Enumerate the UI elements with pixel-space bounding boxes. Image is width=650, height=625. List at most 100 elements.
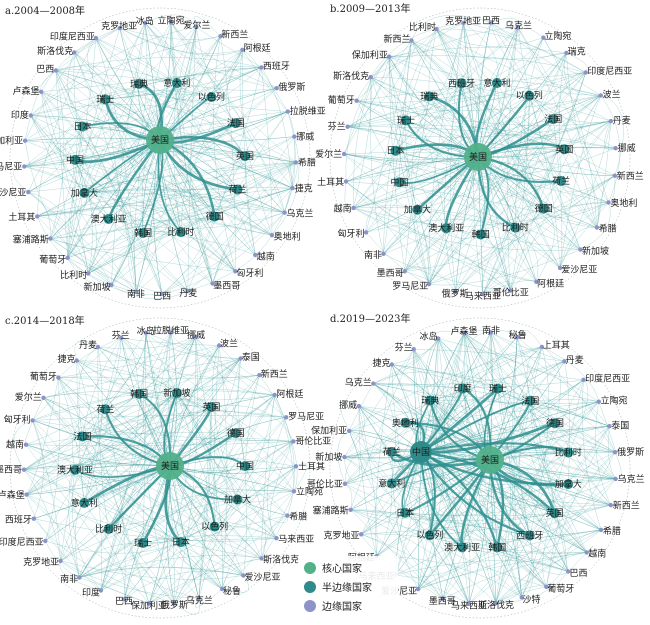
node-label: 秘鲁 (223, 585, 241, 597)
node-label: 以色列 (516, 90, 543, 102)
node-label: 波兰 (603, 89, 621, 101)
node-label: 比利时 (555, 447, 582, 459)
node-label: 克罗地亚 (323, 529, 359, 541)
periphery-node (39, 90, 43, 94)
edge (483, 73, 586, 295)
node-label: 新加坡 (315, 451, 342, 463)
node-label: 捷克 (57, 353, 75, 365)
node-label: 澳大利亚 (57, 464, 93, 476)
node-label: 卢森堡 (450, 325, 477, 337)
node-label: 日本 (396, 507, 414, 519)
node-label: 巴西 (115, 596, 133, 607)
node-label: 匈牙利 (4, 414, 31, 426)
edge (437, 29, 544, 47)
edge (366, 41, 411, 233)
edge (530, 400, 599, 402)
node-label: 日本 (172, 536, 190, 548)
node-label: 塞浦路斯 (313, 505, 349, 517)
node-label: 荷兰 (383, 446, 401, 458)
edge (344, 77, 371, 154)
periphery-node (54, 68, 58, 72)
node-label: 奥地利 (274, 230, 301, 242)
edge (149, 491, 294, 603)
node-label: 法国 (544, 113, 562, 125)
node-label: 法国 (73, 431, 91, 443)
periphery-node (30, 418, 34, 422)
node-label: 葡萄牙 (30, 370, 57, 382)
node-label: 卢森堡 (12, 85, 39, 97)
periphery-node (357, 404, 361, 408)
node-label: 乌克兰 (345, 376, 372, 388)
node-label: 加拿大 (71, 187, 98, 199)
node-label: 越南 (6, 438, 24, 450)
node-label: 丹麦 (613, 115, 631, 127)
node-label: 印度尼西亚 (50, 30, 95, 42)
edge (497, 83, 560, 268)
edge (527, 347, 542, 401)
edge (111, 285, 187, 299)
node-label: 保加利亚 (0, 134, 23, 146)
panel-title: c.2014—2018年 (5, 314, 85, 327)
node-label: 日本 (386, 145, 404, 157)
edge (109, 332, 171, 529)
node-label: 立陶宛 (157, 14, 184, 26)
node-label: 希腊 (599, 223, 617, 235)
node-label: 澳大利亚 (91, 213, 127, 225)
node-label: 比利时 (502, 222, 529, 234)
periphery-node (364, 230, 368, 234)
node-label: 法国 (521, 395, 539, 407)
node-label: 瑞士 (397, 114, 415, 126)
periphery-node (43, 539, 47, 543)
periphery-node (348, 508, 352, 512)
node-label: 中国 (412, 446, 430, 458)
node-label: 土耳其 (317, 176, 344, 188)
node-label: 哥伦比亚 (295, 435, 331, 447)
edge (522, 452, 615, 597)
node-label: 希腊 (603, 525, 621, 537)
node-label: 乌克兰 (618, 473, 645, 485)
network-panel-2: 巴西乌克兰立陶宛瑞克印度尼西亚波兰丹麦挪威新西兰奥地利希腊新加坡爱沙尼亚阿根廷哥… (315, 2, 644, 308)
node-label: 荷兰 (228, 184, 246, 196)
node-label: 卢森堡 (0, 489, 25, 501)
node-label: 挪威 (618, 142, 636, 154)
node-label: 冰岛 (137, 325, 155, 337)
node-label: 拉脱维亚 (290, 105, 326, 117)
node-label: 保加利亚 (311, 424, 347, 436)
node-label: 挪威 (187, 329, 205, 341)
periphery-node (41, 396, 45, 400)
edge (507, 27, 517, 290)
hub-edge (160, 140, 293, 188)
periphery-node (342, 455, 346, 459)
periphery-node (23, 139, 27, 143)
node-label: 日本 (73, 121, 91, 133)
node-label: 希腊 (298, 157, 316, 169)
periphery-node (26, 190, 30, 194)
node-label: 秘鲁 (509, 329, 527, 341)
node-label: 南非 (364, 249, 382, 261)
legend-label: 核心国家 (322, 562, 362, 575)
edge (389, 57, 601, 96)
hub-label: 美国 (151, 134, 169, 146)
node-label: 丹麦 (179, 287, 197, 299)
periphery-node (344, 179, 348, 183)
node-label: 荷兰 (96, 403, 114, 415)
node-label: 挪威 (296, 130, 314, 142)
node-label: 德国 (546, 417, 564, 429)
node-label: 墨西哥 (429, 596, 456, 607)
edge (344, 457, 429, 535)
node-label: 意大利 (163, 77, 190, 89)
node-label: 德国 (206, 211, 224, 223)
node-label: 俄罗斯 (278, 81, 305, 93)
node-label: 捷克 (372, 357, 390, 369)
node-label: 葡萄牙 (547, 583, 574, 595)
node-label: 西班牙 (5, 513, 32, 525)
node-label: 比利时 (167, 226, 194, 238)
legend-label: 半边缘国家 (322, 581, 372, 594)
node-label: 爱沙尼亚 (245, 572, 281, 583)
periphery-node (22, 468, 26, 472)
panel-title: a.2004—2008年 (5, 4, 85, 17)
periphery-node (29, 113, 33, 117)
edge (88, 38, 106, 99)
node-label: 罗马尼亚 (288, 412, 324, 423)
